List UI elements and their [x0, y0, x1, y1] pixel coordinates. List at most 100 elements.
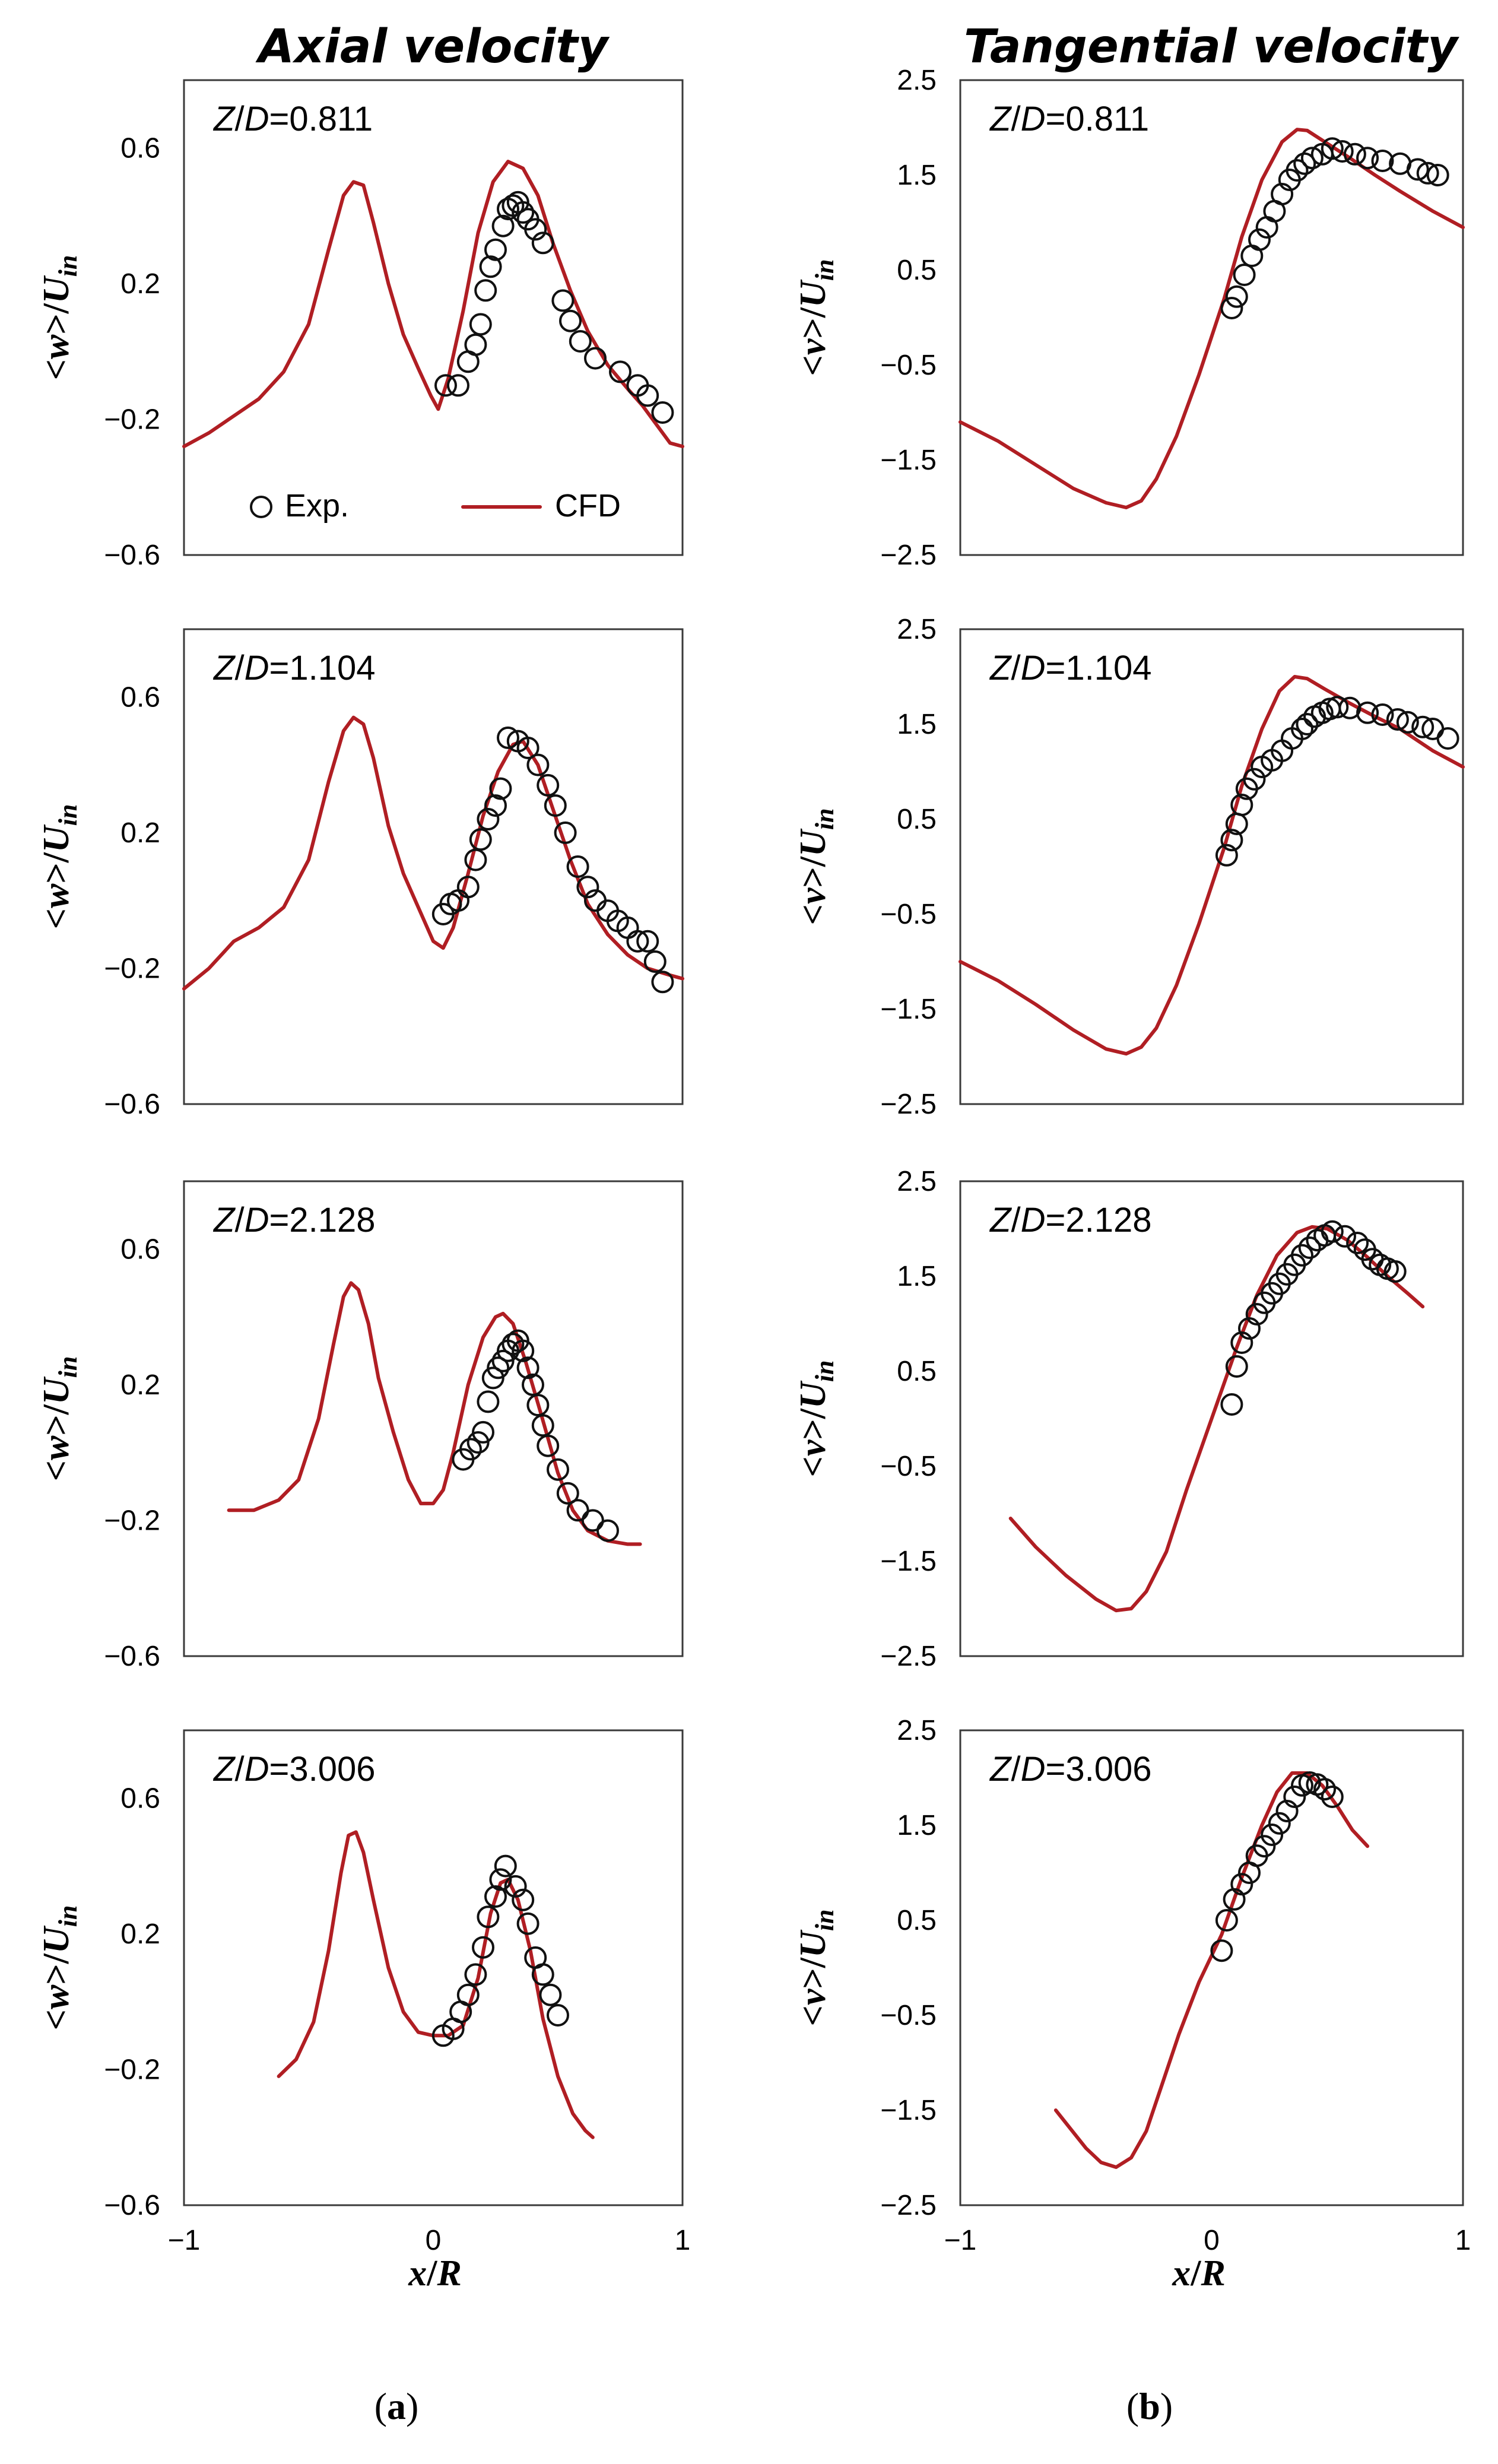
y-axis-var: w — [36, 334, 77, 359]
sublabel-b: (b) — [1126, 2385, 1173, 2427]
cfd-line — [227, 1281, 642, 1546]
y-tick-label: −2.5 — [880, 1641, 937, 1672]
panel-tangential-0: 2.5 1.5 0.5 −0.5 −1.5 −2.5 <v>/Uin Z/D=0.811 — [793, 65, 1465, 571]
y-axis-prefix: < — [36, 908, 77, 929]
y-axis-sub: in — [53, 1905, 82, 1927]
y-axis-label: <w>/Uin — [36, 1905, 82, 2031]
exp-point — [472, 1936, 494, 1959]
y-axis-var: w — [36, 883, 77, 908]
exp-point — [581, 1509, 604, 1532]
zd-slash: / — [1011, 100, 1021, 138]
exp-point — [1356, 147, 1379, 170]
y-axis-sub: in — [810, 1910, 839, 1932]
exp-point — [1253, 1835, 1276, 1858]
x-tick-label: 1 — [675, 2225, 691, 2256]
cfd-line — [277, 1830, 595, 2139]
exp-point — [512, 1888, 535, 1911]
exp-point — [1343, 142, 1366, 166]
zd-slash: / — [234, 649, 245, 687]
exp-point — [1396, 711, 1419, 734]
x-tick-label: −1 — [168, 2225, 201, 2256]
y-tick-label: −0.2 — [104, 2054, 160, 2085]
zd-d: D — [1021, 1201, 1046, 1239]
legend-exp-label: Exp. — [285, 488, 349, 524]
exp-point — [1321, 137, 1344, 160]
exp-point — [1225, 285, 1248, 308]
zd-label: Z/D=2.128 — [989, 1201, 1151, 1239]
y-axis-label: <v>/Uin — [793, 259, 839, 376]
y-axis-u: U — [36, 1376, 77, 1404]
exp-point — [526, 753, 550, 776]
exp-point — [1371, 703, 1394, 726]
y-tick-label: 0.6 — [120, 1233, 160, 1265]
exp-point — [506, 191, 529, 214]
panel-axial-0: 0.6 0.2 −0.2 −0.6 <w>/Uin Z/D=0.811 Exp. CFD — [36, 79, 684, 571]
y-axis-prefix: < — [793, 1456, 833, 1477]
y-tick-label: −0.2 — [104, 953, 160, 984]
exp-point — [1286, 159, 1309, 182]
y-axis-u: U — [793, 1929, 833, 1958]
y-axis-suffix: >/ — [36, 1953, 77, 1984]
zd-d: D — [1021, 649, 1046, 687]
zd-z: Z — [212, 1201, 236, 1239]
y-axis-prefix: < — [793, 355, 833, 376]
exp-point — [1220, 829, 1243, 852]
x-tick-label: −1 — [944, 2225, 977, 2256]
y-axis-var: v — [793, 1439, 833, 1456]
y-tick-label: −2.5 — [880, 1089, 937, 1120]
exp-point — [531, 1414, 554, 1437]
exp-point — [1215, 843, 1238, 867]
x-tick-label: 0 — [426, 2225, 442, 2256]
y-axis-u: U — [36, 824, 77, 852]
exp-point — [479, 255, 502, 278]
y-axis-suffix: >/ — [793, 307, 833, 338]
exp-point — [489, 777, 512, 800]
exp-point — [643, 950, 667, 973]
y-tick-label: 2.5 — [897, 614, 937, 645]
exp-point — [1215, 1909, 1238, 1932]
exp-point — [531, 232, 554, 255]
zd-slash: / — [1011, 1201, 1021, 1239]
y-tick-label: 0.2 — [120, 817, 160, 849]
col-title-tangential: Tangential velocity — [964, 20, 1459, 74]
y-tick-label: −0.5 — [880, 2000, 937, 2031]
y-tick-label: 0.6 — [120, 1783, 160, 1814]
y-axis-suffix: >/ — [36, 852, 77, 883]
zd-slash: / — [1011, 1750, 1021, 1788]
exp-point — [489, 1868, 512, 1891]
exp-point — [524, 218, 547, 241]
exp-point — [1334, 1225, 1356, 1248]
exp-point — [1331, 140, 1354, 163]
exp-point — [1293, 152, 1316, 175]
y-axis-sub: in — [53, 804, 82, 826]
y-tick-label: 1.5 — [897, 160, 937, 191]
zd-d: D — [1021, 1750, 1046, 1788]
exp-point — [547, 1458, 569, 1481]
y-axis-sub: in — [810, 1361, 839, 1382]
exp-point — [1296, 713, 1319, 735]
y-axis-prefix: < — [36, 359, 77, 380]
exp-point — [512, 201, 535, 224]
zd-label: Z/D=1.104 — [212, 649, 375, 687]
y-tick-label: −0.5 — [880, 1451, 937, 1482]
exp-point — [531, 1963, 554, 1986]
exp-point — [539, 1983, 562, 2006]
plot-frame — [959, 79, 1464, 556]
exp-point — [537, 1434, 560, 1457]
zd-value: =2.128 — [269, 1201, 375, 1239]
y-tick-label: −0.2 — [104, 1505, 160, 1536]
exp-point — [1386, 708, 1409, 731]
y-tick-label: 1.5 — [897, 709, 937, 740]
exp-point — [1436, 727, 1459, 750]
y-tick-label: 0.2 — [120, 1369, 160, 1401]
panel-tangential-1: 2.5 1.5 0.5 −0.5 −1.5 −2.5 <v>/Uin Z/D=1.104 — [793, 614, 1465, 1120]
exp-point — [1426, 164, 1449, 186]
panel-axial-3: 0.6 0.2 −0.2 −0.6 −1 0 1 <w>/Uin Z/D=3.006 — [36, 1729, 691, 2256]
y-tick-label: 0.6 — [120, 681, 160, 713]
zd-value: =3.006 — [1045, 1750, 1151, 1788]
y-tick-label: −0.2 — [104, 404, 160, 435]
exp-point — [469, 828, 492, 851]
exp-point — [636, 930, 659, 953]
exp-point — [1230, 1873, 1253, 1896]
